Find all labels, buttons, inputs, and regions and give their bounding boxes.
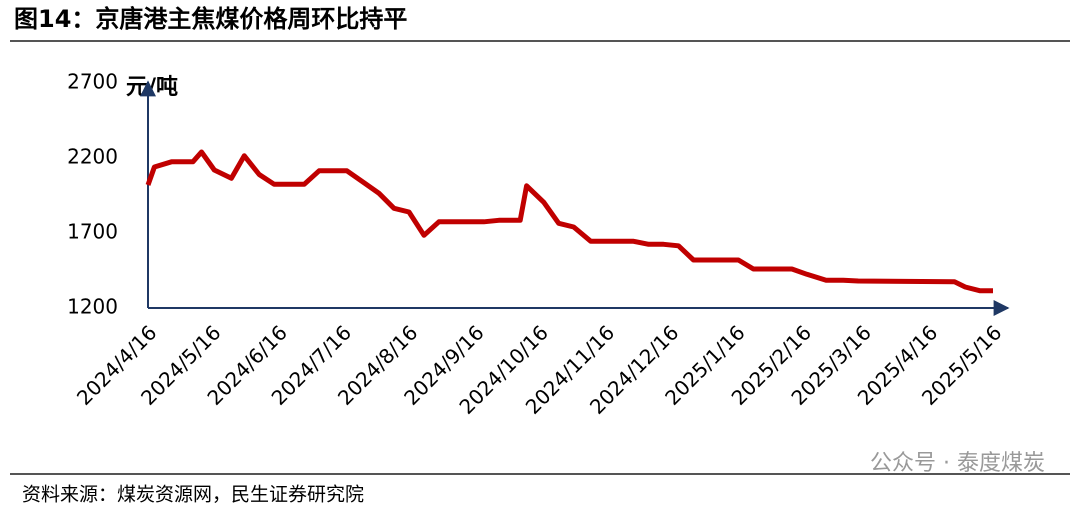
y-tick-label: 2200 xyxy=(67,145,118,169)
y-tick-label: 1200 xyxy=(67,295,118,319)
chart-title: 图14：京唐港主焦煤价格周环比持平 xyxy=(14,5,407,33)
price-line xyxy=(145,149,993,294)
source: 资料来源：煤炭资源网，民生证券研究院 xyxy=(22,484,364,506)
y-axis-label: 元/吨 xyxy=(126,75,178,100)
watermark: 公众号 · 泰度煤炭 xyxy=(870,451,1045,476)
y-tick-label: 2700 xyxy=(67,70,118,94)
y-tick-label: 1700 xyxy=(67,220,118,244)
